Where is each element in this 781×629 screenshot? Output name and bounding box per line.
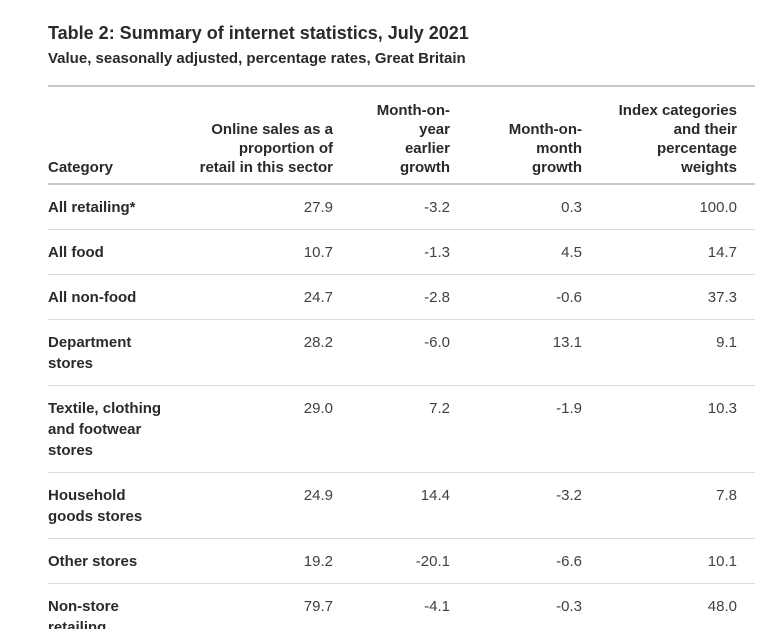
column-header-category: Category <box>48 85 168 185</box>
category-cell: All food <box>48 229 168 275</box>
table-row: All non-food 24.7 -2.8 -0.6 37.3 <box>48 274 755 320</box>
value-cell: 28.2 <box>168 319 351 386</box>
table-row: Department stores 28.2 -6.0 13.1 9.1 <box>48 319 755 386</box>
value-cell: 10.7 <box>168 229 351 275</box>
value-cell: -1.3 <box>351 229 468 275</box>
page-title: Table 2: Summary of internet statistics,… <box>48 23 469 43</box>
category-cell: Non-store retailing <box>48 583 168 629</box>
value-cell: 7.2 <box>351 385 468 473</box>
value-cell: 29.0 <box>168 385 351 473</box>
table-row: Household goods stores 24.9 14.4 -3.2 7.… <box>48 472 755 539</box>
value-cell: 27.9 <box>168 184 351 230</box>
value-cell: 19.2 <box>168 538 351 584</box>
value-cell: 24.7 <box>168 274 351 320</box>
internet-statistics-table: Category Online sales as a proportion of… <box>48 85 755 629</box>
value-cell: 37.3 <box>600 274 755 320</box>
value-cell: -0.3 <box>468 583 600 629</box>
category-cell: Other stores <box>48 538 168 584</box>
table-header: Category Online sales as a proportion of… <box>48 85 755 185</box>
column-header-month-on-month-growth: Month-on-month growth <box>468 85 600 185</box>
value-cell: 9.1 <box>600 319 755 386</box>
table-row: Non-store retailing 79.7 -4.1 -0.3 48.0 <box>48 583 755 629</box>
category-cell: Household goods stores <box>48 472 168 539</box>
value-cell: 14.4 <box>351 472 468 539</box>
table-row: All retailing* 27.9 -3.2 0.3 100.0 <box>48 184 755 230</box>
value-cell: -3.2 <box>468 472 600 539</box>
value-cell: -20.1 <box>351 538 468 584</box>
table-body: All retailing* 27.9 -3.2 0.3 100.0 All f… <box>48 184 755 629</box>
value-cell: -6.6 <box>468 538 600 584</box>
value-cell: 14.7 <box>600 229 755 275</box>
value-cell: -1.9 <box>468 385 600 473</box>
header-row: Category Online sales as a proportion of… <box>48 85 755 185</box>
value-cell: 48.0 <box>600 583 755 629</box>
value-cell: 4.5 <box>468 229 600 275</box>
page-subtitle: Value, seasonally adjusted, percentage r… <box>48 50 466 67</box>
value-cell: 13.1 <box>468 319 600 386</box>
value-cell: -4.1 <box>351 583 468 629</box>
category-cell: All non-food <box>48 274 168 320</box>
value-cell: 24.9 <box>168 472 351 539</box>
column-header-online-sales-proportion: Online sales as a proportion of retail i… <box>168 85 351 185</box>
category-cell: Department stores <box>48 319 168 386</box>
table-row: All food 10.7 -1.3 4.5 14.7 <box>48 229 755 275</box>
table-row: Other stores 19.2 -20.1 -6.6 10.1 <box>48 538 755 584</box>
value-cell: 10.3 <box>600 385 755 473</box>
value-cell: -0.6 <box>468 274 600 320</box>
category-cell: All retailing* <box>48 184 168 230</box>
value-cell: -3.2 <box>351 184 468 230</box>
value-cell: 7.8 <box>600 472 755 539</box>
category-cell: Textile, clothing and footwear stores <box>48 385 168 473</box>
column-header-month-on-year-growth: Month-on-year earlier growth <box>351 85 468 185</box>
value-cell: -6.0 <box>351 319 468 386</box>
table-row: Textile, clothing and footwear stores 29… <box>48 385 755 473</box>
value-cell: 100.0 <box>600 184 755 230</box>
value-cell: 0.3 <box>468 184 600 230</box>
value-cell: 79.7 <box>168 583 351 629</box>
value-cell: 10.1 <box>600 538 755 584</box>
value-cell: -2.8 <box>351 274 468 320</box>
column-header-index-weights: Index categories and their percentage we… <box>600 85 755 185</box>
